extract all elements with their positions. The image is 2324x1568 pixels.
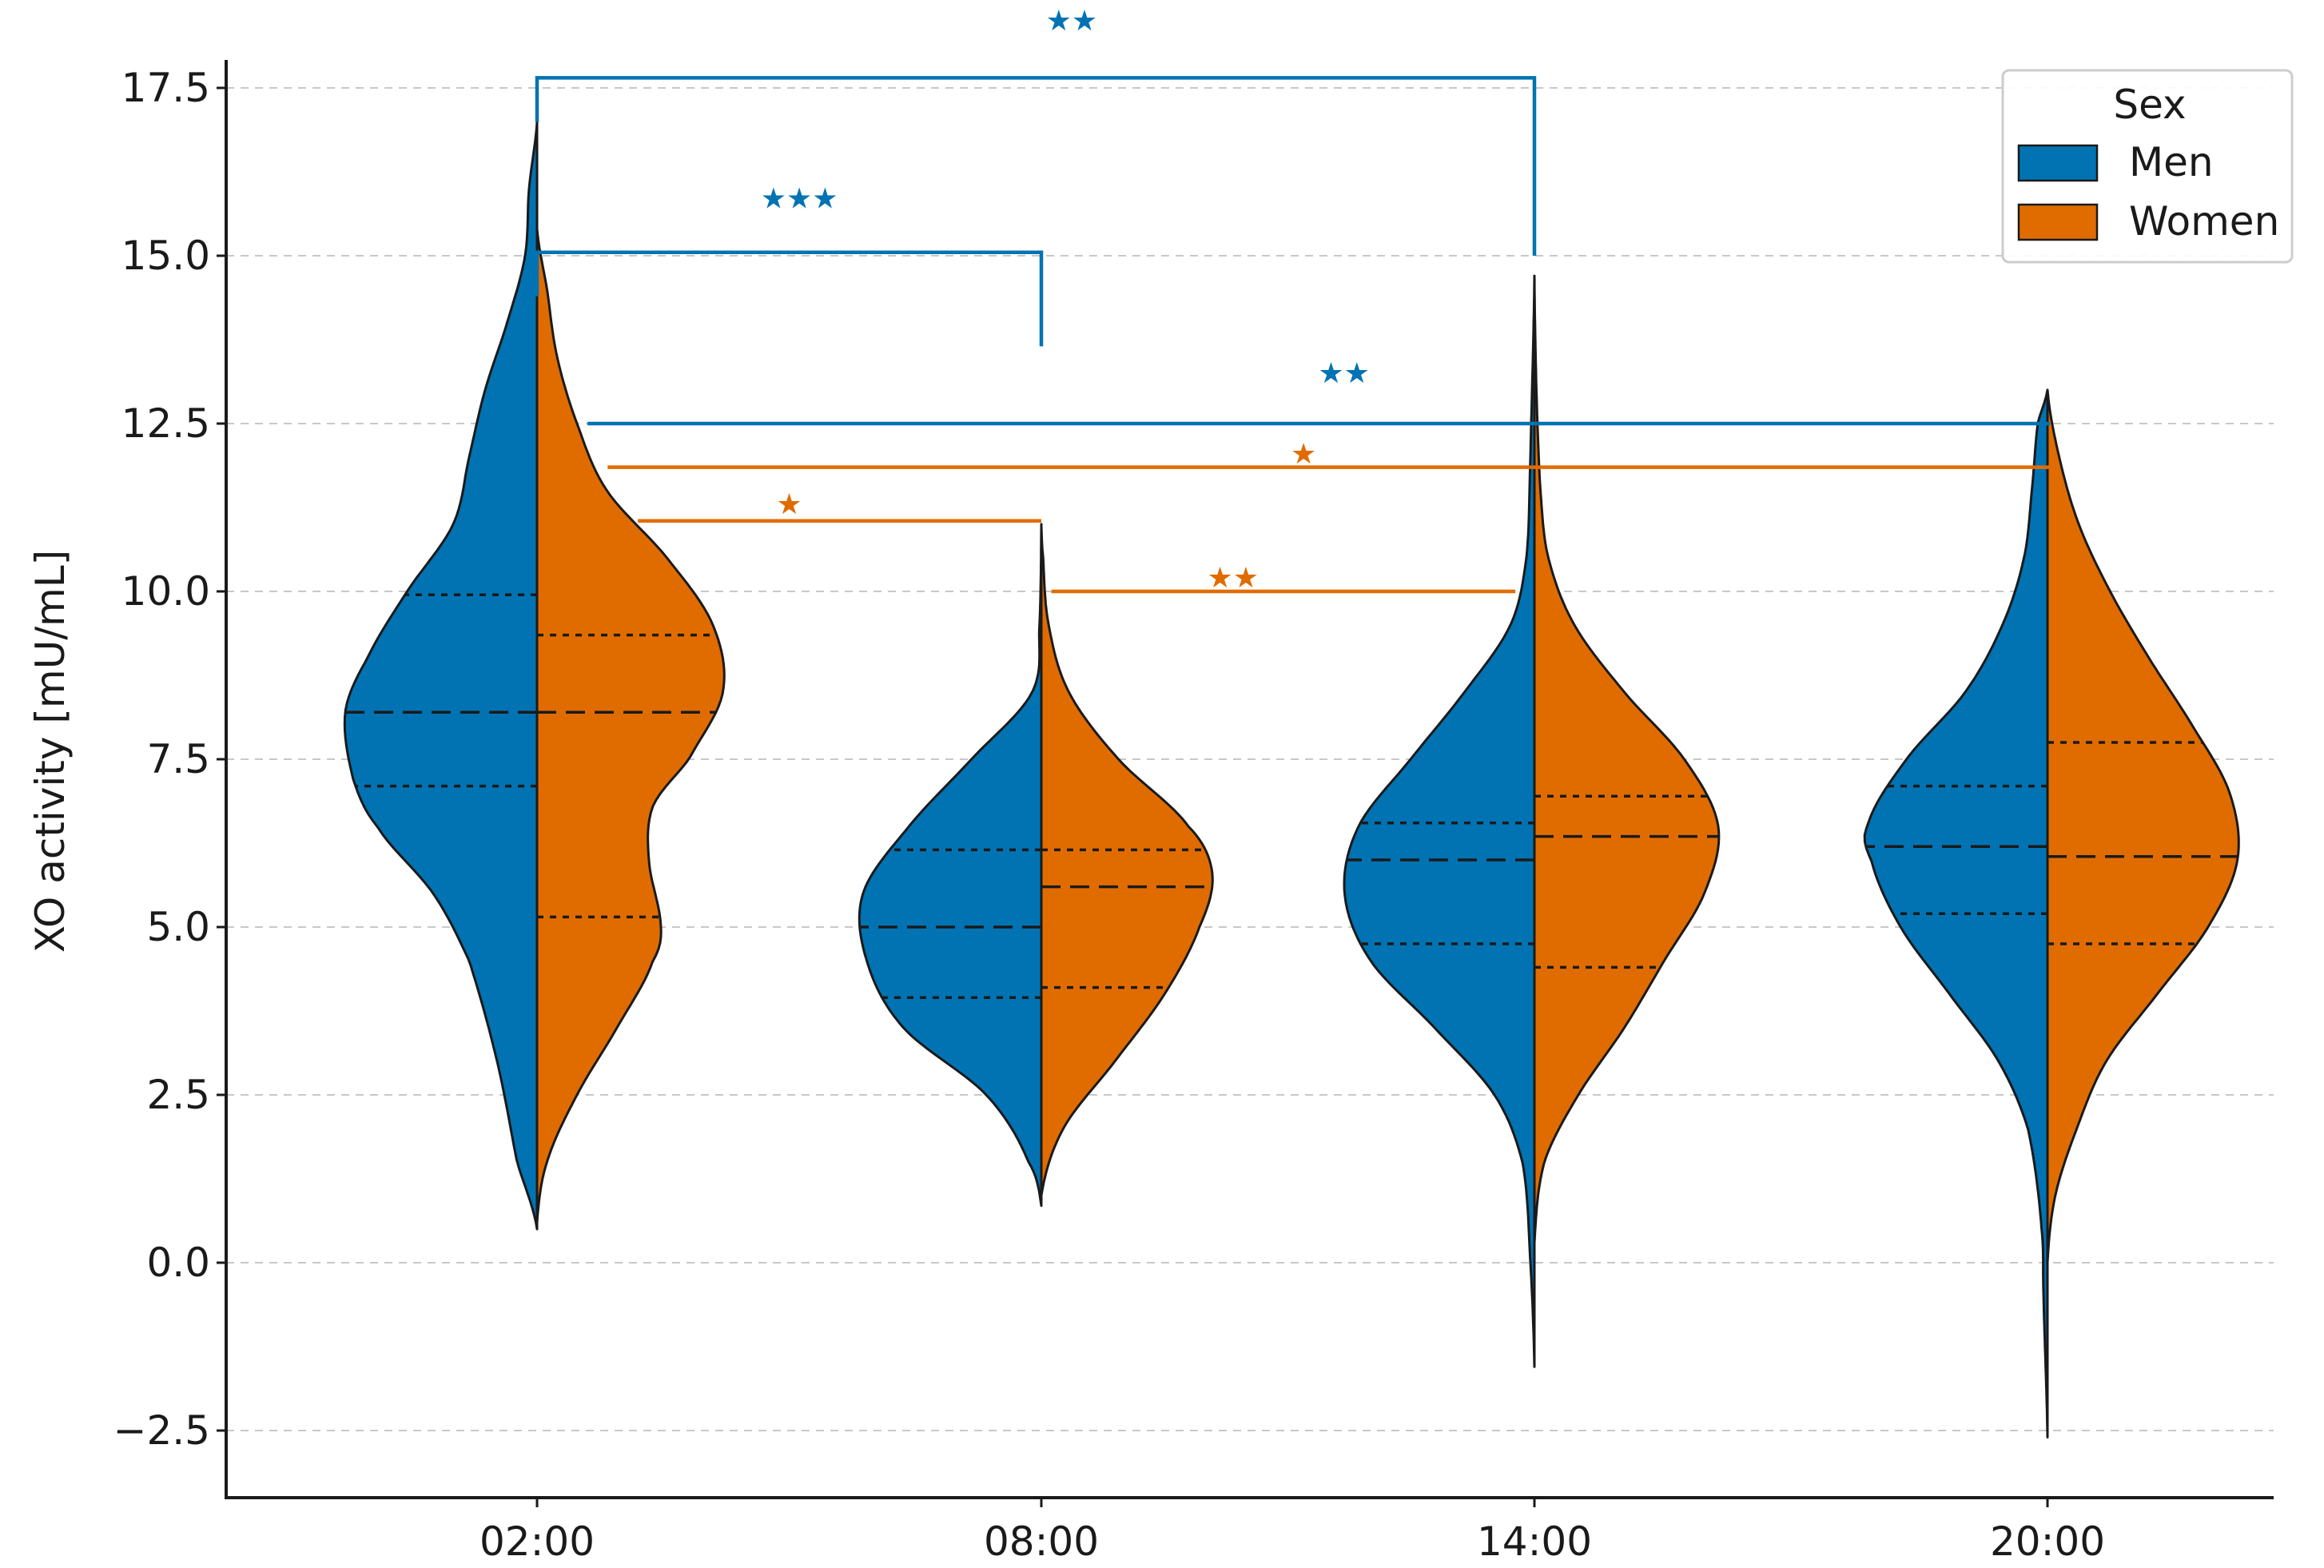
- x-tick-label: 20:00: [1990, 1518, 2105, 1565]
- women-violin-0200: [535, 227, 726, 1224]
- legend: Sex Men Women: [2001, 69, 2294, 264]
- legend-label-women: Women: [2129, 198, 2279, 245]
- women-violin-1400: [1533, 274, 1721, 1244]
- y-tick-label: 15.0: [121, 233, 210, 279]
- significance-stars: ★★: [1208, 562, 1259, 595]
- y-tick-label: 12.5: [121, 400, 210, 447]
- x-ticks: 02:00 08:00 14:00 20:00: [480, 1498, 2105, 1565]
- legend-label-men: Men: [2129, 139, 2214, 185]
- legend-swatch-women: [2017, 203, 2099, 241]
- axes: [225, 60, 2274, 1499]
- significance-annotations: ★★★★★★★★★★★: [535, 5, 2050, 595]
- y-axis-title: XO activity [mU/mL]: [27, 550, 74, 953]
- legend-title: Sex: [2113, 82, 2186, 128]
- x-tick-label: 02:00: [480, 1518, 595, 1565]
- significance-stars: ★: [1291, 438, 1316, 471]
- violin-plots: [343, 120, 2240, 1439]
- men-violin-1400: [1343, 274, 1536, 1368]
- y-tick-label: 5.0: [146, 904, 210, 950]
- significance-bracket: [535, 250, 1044, 347]
- y-tick-label: 2.5: [146, 1072, 210, 1118]
- men-violin-0800: [858, 523, 1043, 1208]
- y-tick-label: 17.5: [121, 65, 210, 111]
- significance-stars: ★★: [1046, 5, 1098, 38]
- women-violin-0800: [1040, 523, 1214, 1197]
- significance-stars: ★★: [1318, 357, 1370, 390]
- x-tick-label: 14:00: [1477, 1518, 1592, 1565]
- y-tick-label: −2.5: [113, 1407, 210, 1454]
- y-tick-label: 7.5: [146, 736, 210, 782]
- y-tick-label: 0.0: [146, 1240, 210, 1286]
- significance-stars: ★★★: [761, 183, 838, 216]
- women-violin-2000: [2046, 388, 2240, 1264]
- legend-swatch-men: [2017, 144, 2099, 182]
- y-tick-label: 10.0: [121, 568, 210, 615]
- significance-bracket: [535, 76, 1537, 256]
- men-violin-0200: [343, 120, 539, 1231]
- significance-stars: ★: [776, 488, 802, 521]
- y-ticks: −2.5 0.0 2.5 5.0 7.5 10.0 12.5 15.0 17.5: [113, 65, 226, 1454]
- x-tick-label: 08:00: [984, 1518, 1099, 1565]
